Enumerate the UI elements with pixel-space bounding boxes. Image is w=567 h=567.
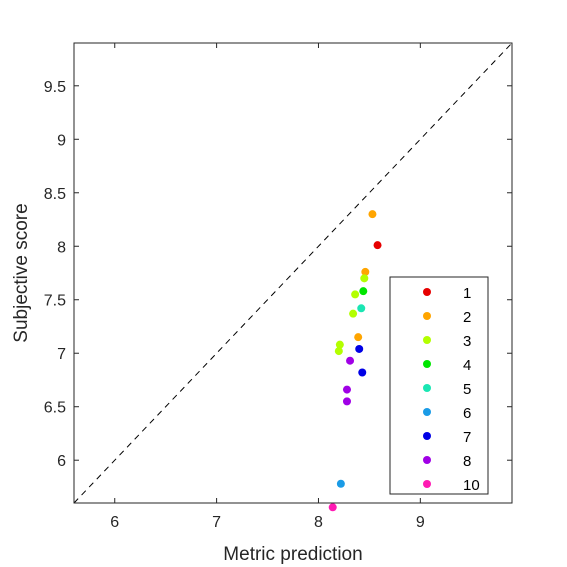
legend-label-5: 5 <box>463 381 471 398</box>
point-series-8 <box>342 385 351 394</box>
point-series-3 <box>335 340 344 349</box>
x-axis-label: Metric prediction <box>223 544 362 565</box>
legend: 1 2 3 4 5 6 7 8 10 <box>389 276 489 495</box>
legend-marker-1 <box>423 288 431 296</box>
plot-frame <box>73 42 513 504</box>
y-tick-label: 7.5 <box>44 293 66 310</box>
y-tick-label: 6.5 <box>44 400 66 417</box>
y-tick-label: 7 <box>57 346 66 363</box>
point-series-3 <box>334 347 343 356</box>
legend-marker-3 <box>423 336 431 344</box>
y-tick-label: 6 <box>57 453 66 470</box>
legend-label-7: 7 <box>463 429 471 446</box>
point-series-8 <box>342 397 351 406</box>
legend-box <box>389 276 489 495</box>
y-axis-label: Subjective score <box>11 203 32 342</box>
legend-marker-4 <box>423 360 431 368</box>
y-tick-label: 8 <box>57 239 66 256</box>
point-series-4 <box>359 287 368 296</box>
y-tick-label: 8.5 <box>44 186 66 203</box>
x-tick-label: 6 <box>110 514 119 531</box>
legend-label-10: 10 <box>463 477 480 494</box>
y-tick-label: 9.5 <box>44 79 66 96</box>
point-series-3 <box>360 274 369 283</box>
legend-marker-6 <box>423 408 431 416</box>
axis-ticks: 6 7 8 9 6 6.5 7 7.5 8 8.5 9 9.5 <box>44 43 512 531</box>
point-series-2 <box>354 333 363 342</box>
legend-label-1: 1 <box>463 285 471 302</box>
point-series-1 <box>373 241 382 250</box>
point-series-6 <box>336 479 345 488</box>
legend-label-6: 6 <box>463 405 471 422</box>
point-series-3 <box>351 290 360 299</box>
point-series-10 <box>328 503 337 512</box>
legend-label-4: 4 <box>463 357 471 374</box>
point-series-7 <box>355 344 364 353</box>
x-tick-label: 9 <box>416 514 425 531</box>
y-tick-label: 9 <box>57 132 66 149</box>
legend-marker-5 <box>423 384 431 392</box>
legend-label-3: 3 <box>463 333 471 350</box>
point-series-3 <box>349 309 358 318</box>
x-tick-label: 8 <box>314 514 323 531</box>
identity-reference-line <box>73 42 513 504</box>
legend-label-8: 8 <box>463 453 471 470</box>
point-series-2 <box>368 210 377 219</box>
x-tick-label: 7 <box>212 514 221 531</box>
point-series-2 <box>361 267 370 276</box>
data-points <box>328 210 382 512</box>
legend-label-2: 2 <box>463 309 471 326</box>
point-series-5 <box>357 304 366 313</box>
legend-marker-10 <box>423 480 431 488</box>
legend-marker-7 <box>423 432 431 440</box>
point-series-8 <box>346 356 355 365</box>
legend-marker-8 <box>423 456 431 464</box>
point-series-7 <box>358 368 367 377</box>
legend-marker-2 <box>423 312 431 320</box>
